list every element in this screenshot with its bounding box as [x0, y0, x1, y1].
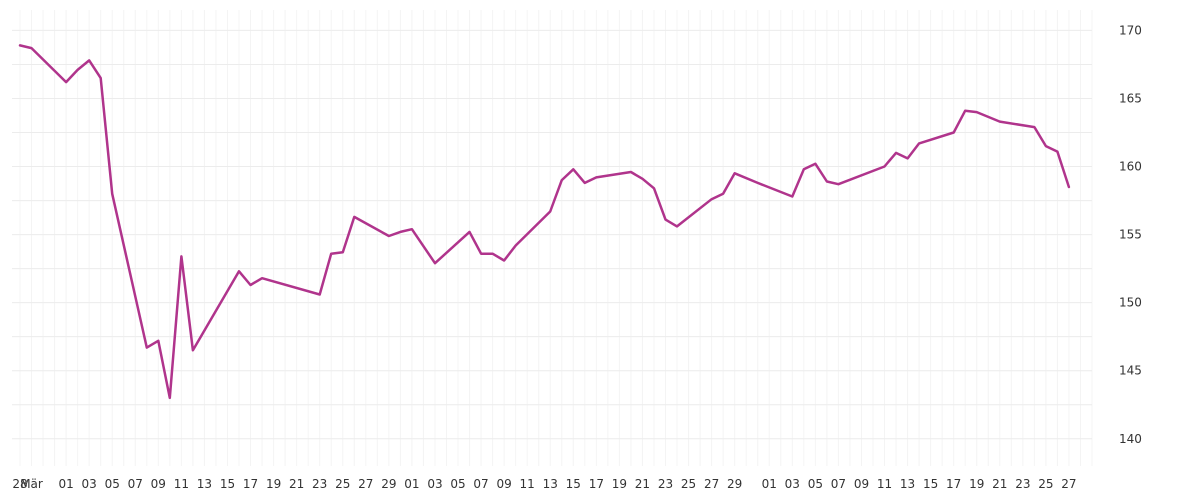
- x-tick-label: 11: [174, 477, 189, 491]
- x-tick-label: 19: [969, 477, 984, 491]
- x-tick-label: 11: [877, 477, 892, 491]
- x-tick-label: 19: [612, 477, 627, 491]
- x-tick-label: 05: [450, 477, 465, 491]
- x-tick-label: 13: [197, 477, 212, 491]
- x-tick-label: Mär: [20, 477, 43, 491]
- y-axis-tick-labels: 140 145 150 155 160 165 170: [1119, 23, 1142, 445]
- x-tick-label: 15: [923, 477, 938, 491]
- x-tick-label: 15: [566, 477, 581, 491]
- x-tick-label: 29: [381, 477, 396, 491]
- x-tick-label: 05: [808, 477, 823, 491]
- x-tick-label: 03: [785, 477, 800, 491]
- y-tick-label: 170: [1119, 23, 1142, 37]
- x-tick-label: 09: [854, 477, 869, 491]
- x-tick-label: 01: [58, 477, 73, 491]
- x-tick-label: 21: [635, 477, 650, 491]
- x-tick-label: 21: [992, 477, 1007, 491]
- x-tick-label: 27: [358, 477, 373, 491]
- x-tick-label: 13: [900, 477, 915, 491]
- x-tick-label: 07: [831, 477, 846, 491]
- x-tick-label: 17: [946, 477, 961, 491]
- x-tick-label: 25: [335, 477, 350, 491]
- grid-layer: [12, 10, 1093, 466]
- x-tick-label: 07: [473, 477, 488, 491]
- y-tick-label: 150: [1119, 296, 1142, 310]
- y-tick-label: 160: [1119, 160, 1142, 174]
- series-line: [18, 44, 1071, 400]
- x-tick-label: 01: [404, 477, 419, 491]
- x-tick-label: 13: [543, 477, 558, 491]
- series-layer: [18, 44, 1071, 400]
- x-tick-label: 27: [1061, 477, 1076, 491]
- x-tick-label: 25: [1038, 477, 1053, 491]
- x-tick-label: 03: [427, 477, 442, 491]
- x-tick-label: 11: [520, 477, 535, 491]
- x-tick-label: 15: [220, 477, 235, 491]
- y-tick-label: 145: [1119, 364, 1142, 378]
- x-tick-label: 05: [105, 477, 120, 491]
- x-tick-label: 21: [289, 477, 304, 491]
- x-tick-label: 29: [727, 477, 742, 491]
- x-tick-label: 17: [243, 477, 258, 491]
- y-tick-label: 140: [1119, 432, 1142, 446]
- x-tick-label: 23: [658, 477, 673, 491]
- x-tick-label: 09: [496, 477, 511, 491]
- x-tick-label: 23: [1015, 477, 1030, 491]
- y-tick-label: 155: [1119, 228, 1142, 242]
- x-tick-label: 28: [12, 477, 27, 491]
- x-tick-label: 03: [82, 477, 97, 491]
- x-tick-label: 01: [762, 477, 777, 491]
- y-tick-label: 165: [1119, 91, 1142, 105]
- x-tick-label: 23: [312, 477, 327, 491]
- x-tick-label: 27: [704, 477, 719, 491]
- x-tick-label: 17: [589, 477, 604, 491]
- x-tick-label: 07: [128, 477, 143, 491]
- x-tick-label: 09: [151, 477, 166, 491]
- x-tick-label: 25: [681, 477, 696, 491]
- x-tick-label: 19: [266, 477, 281, 491]
